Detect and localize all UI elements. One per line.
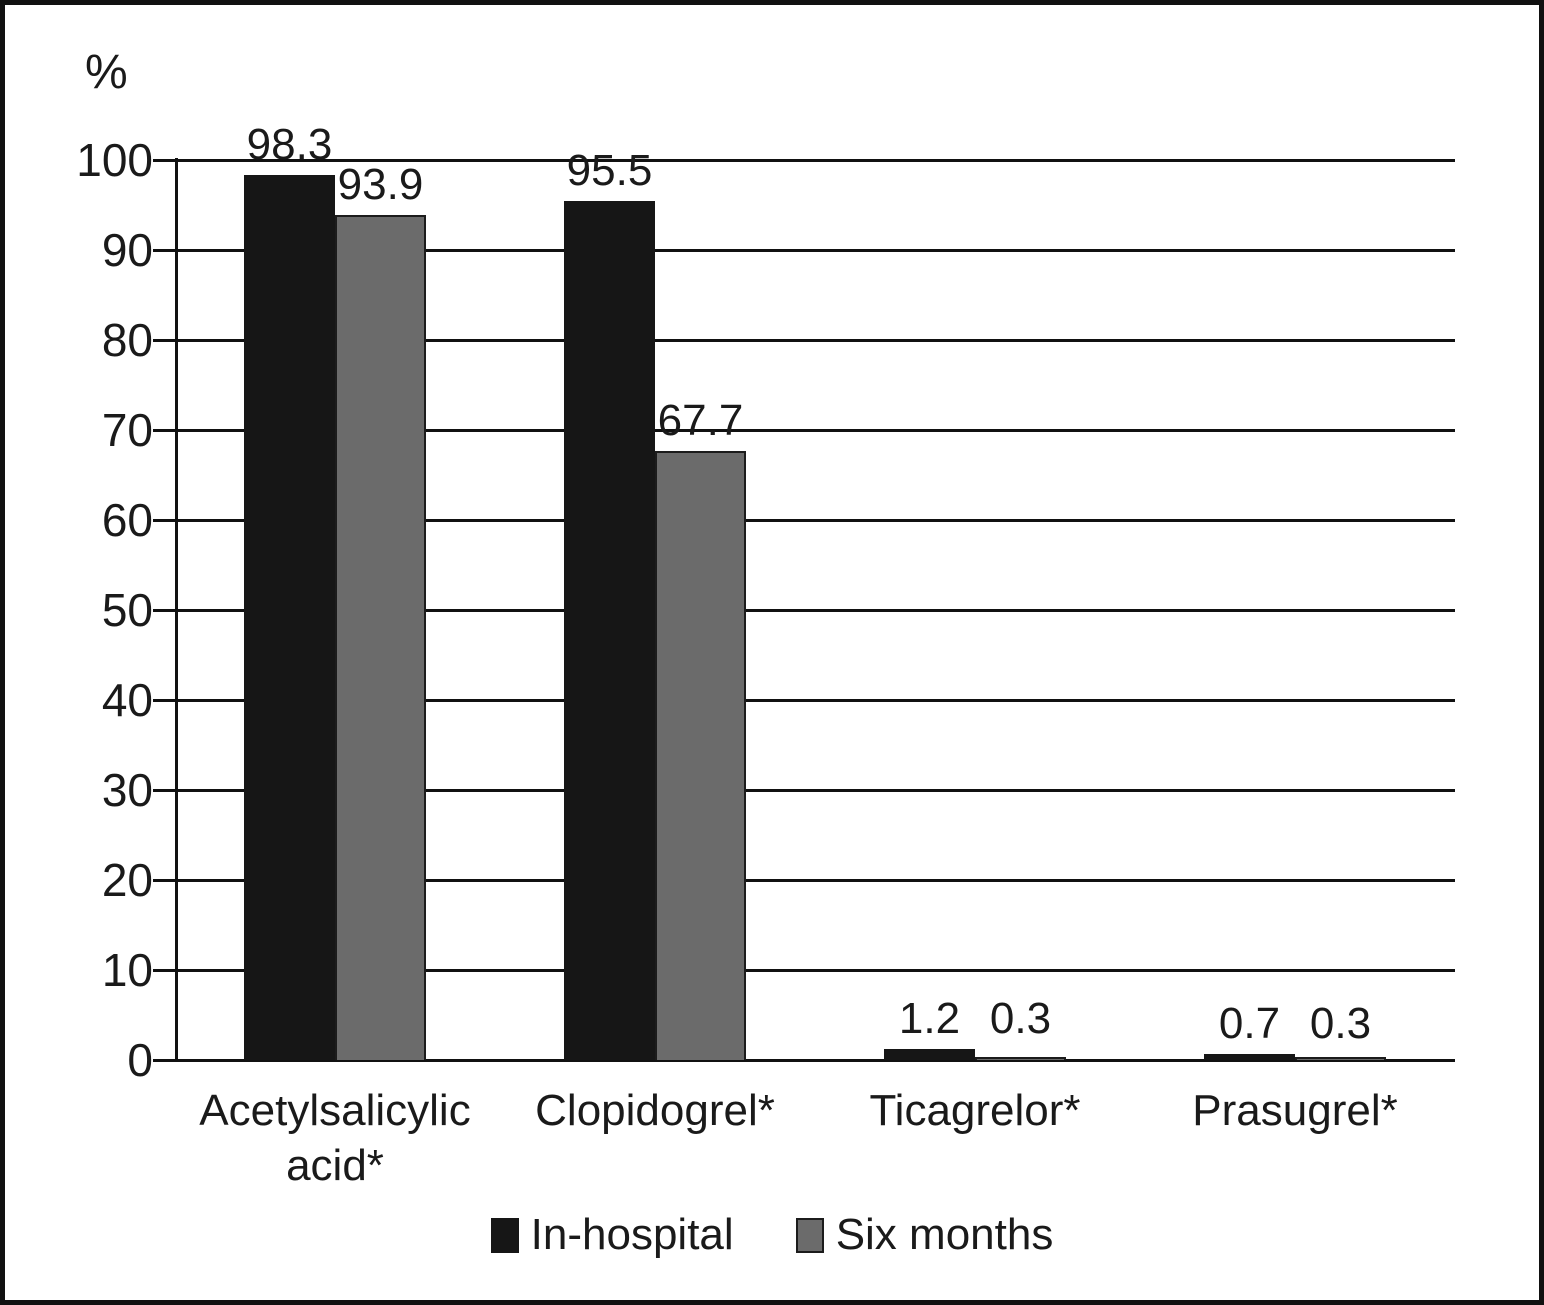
bar-value-label: 95.5 [566, 145, 653, 195]
bar-in-hospital [1204, 1053, 1295, 1060]
y-axis-tick [153, 248, 175, 252]
legend-swatch-six-months [795, 1217, 824, 1253]
x-category-label: Acetylsalicylic acid* [199, 1086, 471, 1190]
y-tick-label: 0 [127, 1034, 153, 1086]
y-axis-tick [153, 338, 175, 342]
y-tick-label: 20 [101, 854, 153, 906]
gridline [175, 518, 1455, 522]
legend-item-six-months: Six months [795, 1209, 1054, 1261]
y-tick-label: 50 [101, 584, 153, 636]
bar-in-hospital [564, 200, 655, 1060]
bar-six-months [1295, 1057, 1386, 1061]
y-axis-tick [153, 608, 175, 612]
y-axis-unit-label: % [85, 46, 128, 99]
gridline [175, 698, 1455, 702]
bar-six-months [655, 450, 746, 1060]
y-axis-tick [153, 698, 175, 702]
y-axis-tick [153, 968, 175, 972]
y-tick-label: 60 [101, 494, 153, 546]
x-category-label: Clopidogrel* [535, 1086, 775, 1135]
bar-six-months [975, 1057, 1066, 1061]
legend-label: Six months [835, 1210, 1054, 1259]
legend-item-in-hospital: In-hospital [490, 1209, 734, 1261]
y-tick-label: 70 [101, 404, 153, 456]
y-axis-tick [153, 428, 175, 432]
y-tick-label: 40 [101, 674, 153, 726]
bar-value-label: 0.3 [989, 994, 1052, 1044]
legend: In-hospital Six months [5, 1205, 1539, 1265]
legend-label: In-hospital [530, 1210, 734, 1259]
gridline [175, 788, 1455, 792]
bar-value-label: 98.3 [246, 120, 333, 170]
y-axis-tick [153, 158, 175, 162]
bar-value-label: 0.3 [1309, 998, 1372, 1048]
y-tick-label: 90 [101, 224, 153, 276]
gridline [175, 878, 1455, 882]
y-tick-label: 30 [101, 764, 153, 816]
bar-value-label: 93.9 [337, 159, 424, 209]
bar-six-months [335, 214, 426, 1060]
y-tick-label: 80 [101, 314, 153, 366]
bar-value-label: 67.7 [657, 395, 744, 445]
y-axis-tick [153, 518, 175, 522]
y-axis-tick [153, 788, 175, 792]
x-category-label: Prasugrel* [1192, 1086, 1398, 1135]
gridline [175, 248, 1455, 252]
gridline [175, 338, 1455, 342]
gridline [175, 158, 1455, 162]
bar-value-label: 0.7 [1218, 998, 1281, 1048]
legend-swatch-in-hospital [490, 1217, 519, 1253]
x-category-label: Ticagrelor* [869, 1086, 1081, 1135]
y-tick-label: 100 [76, 134, 153, 186]
bar-in-hospital [244, 175, 335, 1060]
y-tick-label: 10 [101, 944, 153, 996]
y-axis-tick [153, 1058, 175, 1062]
y-axis-tick [153, 878, 175, 882]
bar-value-label: 1.2 [898, 994, 961, 1044]
bar-in-hospital [884, 1049, 975, 1060]
y-axis-line [175, 158, 178, 1062]
gridline [175, 608, 1455, 612]
gridline [175, 428, 1455, 432]
gridline [175, 968, 1455, 972]
gridline [175, 1058, 1455, 1062]
